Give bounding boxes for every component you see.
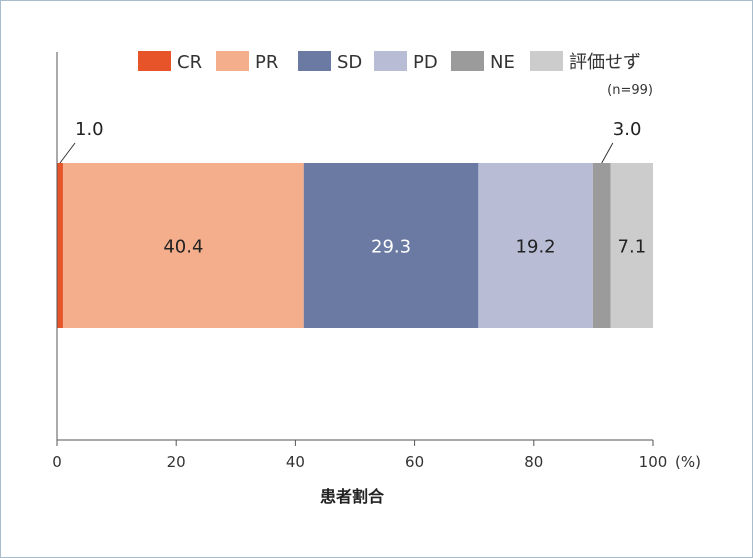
x-axis-unit: (%) (675, 453, 701, 471)
x-axis: 0 20 40 60 80 100 (%) (52, 52, 701, 471)
data-label-NE: 3.0 (613, 119, 642, 140)
legend-swatch-SD (298, 51, 331, 71)
bars-group (57, 163, 653, 328)
leader-line-NE (601, 142, 614, 164)
x-tick-label: 60 (405, 453, 424, 471)
leader-line-CR (59, 142, 76, 164)
x-tick-label: 20 (167, 453, 186, 471)
bar-segment-CR (57, 163, 63, 328)
bar-segment-SD (303, 163, 479, 328)
x-tick-label: 0 (52, 453, 62, 471)
legend-label-CR: CR (177, 52, 202, 73)
data-label-CR: 1.0 (75, 119, 104, 140)
legend-label-評価せず: 評価せず (569, 52, 641, 73)
legend-label-NE: NE (490, 52, 515, 73)
legend-swatch-NE (451, 51, 484, 71)
x-axis-title: 患者割合 (320, 487, 385, 506)
data-label-PD: 19.2 (516, 237, 556, 258)
legend-label-SD: SD (337, 52, 362, 73)
legend-swatch-評価せず (530, 51, 563, 71)
sample-size-note: (n=99) (607, 83, 653, 98)
x-tick-label: 80 (524, 453, 543, 471)
legend-swatch-PD (374, 51, 407, 71)
bar-segment-NE (592, 163, 611, 328)
legend-label-PD: PD (413, 52, 438, 73)
x-tick-label: 100 (639, 453, 668, 471)
legend-swatch-PR (216, 51, 249, 71)
data-labels-group: 1.0 40.4 29.3 19.2 3.0 7.1 (59, 119, 647, 258)
bar-segment-評価せず (610, 163, 653, 328)
legend: CR PR SD PD NE 評価せず (138, 51, 641, 73)
bar-segment-PR (62, 163, 304, 328)
legend-label-PR: PR (255, 52, 278, 73)
data-label-評価せず: 7.1 (618, 237, 647, 258)
data-label-PR: 40.4 (163, 237, 203, 258)
bar-segment-PD (478, 163, 593, 328)
legend-swatch-CR (138, 51, 171, 71)
data-label-SD: 29.3 (371, 237, 411, 258)
x-tick-label: 40 (286, 453, 305, 471)
